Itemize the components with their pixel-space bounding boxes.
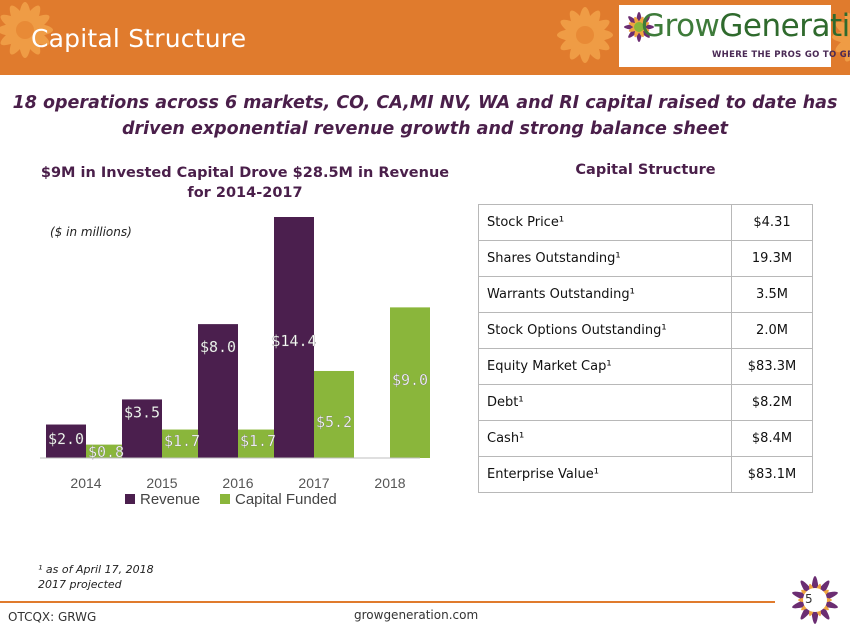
row-label: Stock Options Outstanding¹ — [478, 312, 732, 349]
row-label: Cash¹ — [478, 420, 732, 457]
table-row: Shares Outstanding¹ 19.3M — [478, 240, 813, 277]
legend-swatch — [125, 494, 135, 504]
row-label: Debt¹ — [478, 384, 732, 421]
data-label: $1.7 — [240, 432, 276, 450]
footnote-date: ¹ as of April 17, 2018 — [38, 563, 154, 576]
table-row: Cash¹ $8.4M — [478, 420, 813, 457]
capital-structure-table: Stock Price¹ $4.31 Shares Outstanding¹ 19.3… — [478, 204, 813, 493]
chart-title-line-2: for 2014-2017 — [187, 185, 303, 201]
table-row: Stock Price¹ $4.31 — [478, 204, 813, 241]
legend-swatch — [220, 494, 230, 504]
row-label: Shares Outstanding¹ — [478, 240, 732, 277]
bar-chart: 2014 2015 2016 2017 2018$2.0$0.8$3.5$1.7$8.0… — [40, 217, 430, 508]
data-label: $8.0 — [200, 338, 236, 356]
x-tick-label: 2017 — [298, 475, 329, 491]
chart-title: $9M in Invested Capital Drove $28.5M in … — [30, 163, 460, 203]
flower-icon — [792, 576, 838, 624]
table-row: Stock Options Outstanding¹ 2.0M — [478, 312, 813, 349]
bar-revenue — [274, 217, 314, 458]
bar-revenue — [46, 424, 86, 458]
table-row: Warrants Outstanding¹ 3.5M — [478, 276, 813, 313]
page-number: 5 — [805, 592, 813, 606]
flower-icon — [0, 2, 53, 58]
bar-revenue — [198, 324, 238, 458]
row-label: Stock Price¹ — [478, 204, 732, 241]
headline: 18 operations across 6 markets, CO, CA,M… — [0, 90, 850, 142]
row-value: 2.0M — [731, 312, 813, 349]
row-value: $8.2M — [731, 384, 813, 421]
x-tick-label: 2014 — [70, 475, 101, 491]
units-note: ($ in millions) — [50, 225, 132, 239]
x-tick-label: 2018 — [374, 475, 405, 491]
legend-label: Capital Funded — [235, 491, 337, 508]
table-row: Equity Market Cap¹ $83.3M — [478, 348, 813, 385]
logo-word-generation: Generation — [719, 8, 850, 44]
row-value: $8.4M — [731, 420, 813, 457]
x-tick-label: 2015 — [146, 475, 177, 491]
chart-title-line-1: $9M in Invested Capital Drove $28.5M in … — [40, 165, 450, 181]
footer-divider — [0, 601, 775, 603]
row-label: Equity Market Cap¹ — [478, 348, 732, 385]
row-label: Warrants Outstanding¹ — [478, 276, 732, 313]
headline-line-1: 18 operations across 6 markets, CO, CA,M… — [12, 93, 838, 113]
flower-icon — [832, 12, 850, 62]
row-value: $83.1M — [731, 456, 813, 493]
row-value: $4.31 — [731, 204, 813, 241]
bar-capital-funded — [390, 307, 430, 458]
footer-website[interactable]: growgeneration.com — [354, 608, 479, 622]
row-value: 19.3M — [731, 240, 813, 277]
page-title: Capital Structure — [31, 24, 247, 53]
headline-line-2: driven exponential revenue growth and st… — [122, 119, 728, 139]
bar-capital-funded — [238, 429, 278, 458]
logo-wordmark: GrowGeneration — [641, 8, 850, 44]
bar-revenue — [122, 399, 162, 458]
table-row: Enterprise Value¹ $83.1M — [478, 456, 813, 493]
footnote-projected: 2017 projected — [38, 578, 122, 591]
footer-ticker: OTCQX: GRWG — [8, 610, 97, 624]
flower-icon — [557, 7, 613, 63]
x-tick-label: 2016 — [222, 475, 253, 491]
table-title: Capital Structure — [575, 162, 716, 178]
logo-tagline: WHERE THE PROS GO TO GROW — [712, 50, 850, 60]
logo-flower-icon — [624, 12, 654, 42]
data-label: $0.8 — [88, 443, 124, 461]
row-label: Enterprise Value¹ — [478, 456, 732, 493]
data-label: $2.0 — [48, 430, 84, 448]
bar-capital-funded — [162, 429, 202, 458]
bar-capital-funded — [86, 444, 126, 458]
row-value: 3.5M — [731, 276, 813, 313]
company-logo: GrowGeneration WHERE THE PROS GO TO GROW — [619, 5, 850, 67]
bar-capital-funded — [314, 370, 354, 458]
legend-label: Revenue — [140, 491, 200, 508]
data-label: $5.2 — [316, 413, 352, 431]
row-value: $83.3M — [731, 348, 813, 385]
data-label: $3.5 — [124, 403, 160, 421]
data-label: $9.0 — [392, 371, 428, 389]
data-label: $14.4 — [271, 332, 316, 350]
table-row: Debt¹ $8.2M — [478, 384, 813, 421]
data-label: $1.7 — [164, 432, 200, 450]
logo-word-grow: Grow — [641, 8, 720, 44]
